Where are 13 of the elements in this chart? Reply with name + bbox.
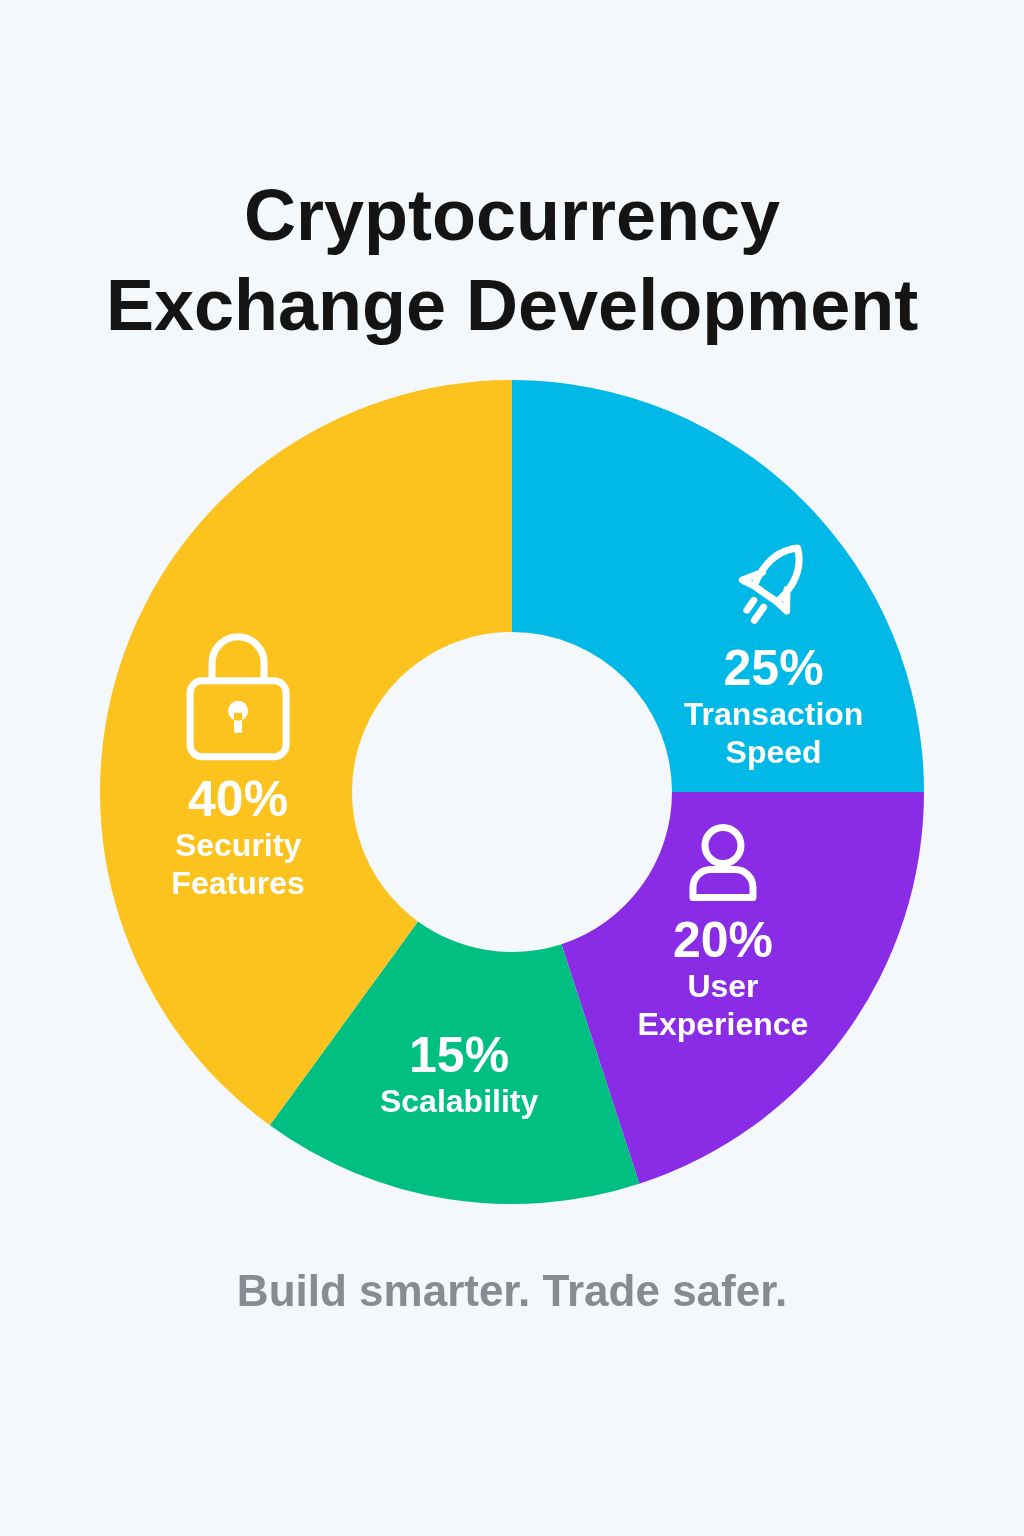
slice-label: Transaction Speed: [683, 696, 864, 771]
data-label: 20%: [672, 912, 774, 969]
slice-label: Security Features: [171, 826, 305, 901]
chart-title: Cryptocurrency Exchange Development: [105, 175, 919, 345]
data-label: 25%: [723, 640, 824, 697]
text: Build smarter. Trade safer.: [236, 1266, 788, 1315]
donut-slice: [269, 921, 640, 1204]
data-label: 40%: [188, 770, 289, 827]
slice-label: User Experience: [637, 968, 809, 1043]
donut-slice: [512, 380, 924, 792]
donut-slice: [561, 792, 924, 1184]
slice-label: Scalability: [379, 1083, 539, 1120]
data-label: 15%: [409, 1027, 510, 1084]
